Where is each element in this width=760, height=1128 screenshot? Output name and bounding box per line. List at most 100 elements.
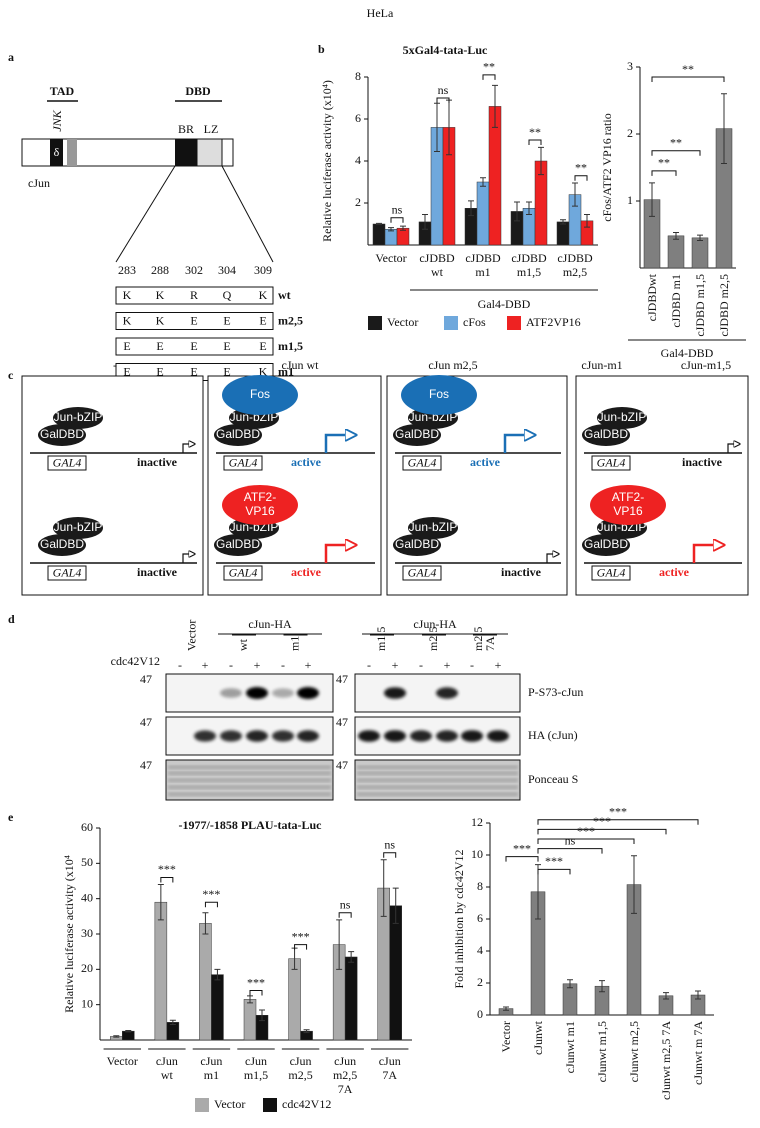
- residue: Q: [223, 288, 232, 302]
- residue: E: [156, 364, 163, 378]
- blot-band: [194, 730, 216, 742]
- residue: E: [156, 339, 163, 353]
- significance-bracket: [505, 856, 539, 862]
- significance-label: ns: [392, 202, 403, 216]
- gal4-label: GAL4: [408, 565, 437, 579]
- x-tick-label: cJun: [245, 1054, 267, 1068]
- galdbd: [582, 534, 630, 556]
- significance-bracket: [294, 944, 308, 950]
- error-bar: [468, 200, 474, 217]
- galdbd: [214, 534, 262, 556]
- x-tick-label: cJDBD: [557, 251, 593, 265]
- fos-label: Fos: [429, 387, 449, 401]
- active-arrow: [324, 435, 356, 453]
- y-tick-label: 10: [81, 996, 93, 1010]
- y-tick-label: 3: [627, 59, 633, 73]
- mutant-label: m2,5: [278, 313, 303, 327]
- x-tick-label: 7A: [382, 1068, 397, 1082]
- y-axis-label: Relative luciferase activity (x10⁴: [62, 855, 76, 1013]
- significance-bracket: [160, 876, 174, 883]
- error-bar: [503, 1006, 509, 1011]
- x-tick-label: m2,5: [333, 1068, 357, 1082]
- group-label: cJun-HA: [413, 617, 457, 631]
- residue: E: [123, 364, 130, 378]
- blot-band: [487, 730, 509, 742]
- error-bar: [492, 84, 498, 128]
- galdbd: [214, 424, 262, 446]
- error-bar: [663, 992, 669, 1000]
- inactive-arrow: [182, 554, 195, 563]
- x-tick-label: cJunwt m2,5 7A: [659, 1021, 673, 1100]
- treatment-sign: +: [254, 658, 261, 672]
- inactive-arrow: [182, 444, 195, 453]
- subdomain-label: LZ: [204, 122, 219, 136]
- residue: E: [190, 313, 197, 327]
- residue: K: [123, 288, 132, 302]
- leucine-zipper: [196, 138, 223, 167]
- jun-bzip: [53, 407, 103, 429]
- significance-bracket: [537, 838, 635, 844]
- residue: E: [123, 339, 130, 353]
- inactive-arrow: [727, 444, 740, 453]
- significance-bracket: [651, 76, 725, 83]
- lane-label: m2,5: [426, 627, 440, 651]
- x-tick-label: m2,5: [563, 265, 587, 279]
- error-bar: [480, 177, 486, 187]
- blot-band: [246, 687, 268, 699]
- x-tick-label: 7A: [338, 1082, 353, 1096]
- error-bar: [400, 225, 406, 231]
- error-bar: [560, 219, 566, 225]
- lane-label: m2,5: [471, 627, 485, 651]
- gal4-label: GAL4: [597, 565, 626, 579]
- y-tick-label: 4: [477, 943, 483, 957]
- significance-label: ns: [384, 837, 395, 851]
- y-tick-label: 50: [81, 855, 93, 869]
- significance-bracket: [338, 912, 352, 918]
- blot-band: [297, 687, 319, 699]
- bar: [476, 181, 490, 246]
- residue: R: [190, 288, 198, 302]
- panel-label: d: [8, 612, 15, 626]
- significance-bracket: [537, 848, 603, 854]
- galdbd: [38, 424, 86, 446]
- marker-label: 47: [140, 758, 152, 772]
- kinase-label: JNK: [50, 109, 64, 131]
- treatment-sign: +: [305, 658, 312, 672]
- bar: [166, 1022, 180, 1041]
- sequence-box: [115, 337, 274, 356]
- mutant-label: m1: [278, 364, 294, 378]
- bar: [154, 901, 168, 1041]
- y-tick-label: 10: [471, 847, 483, 861]
- gal4-site: [223, 455, 263, 471]
- group-label: Gal4-DBD: [661, 346, 714, 360]
- lane-label: m1,5: [374, 627, 388, 651]
- blot-band: [220, 688, 242, 698]
- legend-label: Vector: [214, 1097, 245, 1111]
- position-label: 283: [118, 263, 136, 277]
- ponceau-band: [357, 786, 518, 789]
- y-tick-label: 4: [355, 153, 361, 167]
- domain-box: [67, 139, 77, 166]
- x-tick-label: cJun: [156, 1054, 178, 1068]
- significance-label: **: [682, 62, 694, 76]
- blot-band: [436, 730, 458, 742]
- ponceau-band: [168, 766, 331, 769]
- x-tick-label: Vector: [107, 1054, 138, 1068]
- mutant-label: m1,5: [278, 339, 303, 353]
- ponceau-band: [168, 772, 331, 775]
- status-label: active: [470, 455, 501, 469]
- error-bar: [388, 227, 394, 232]
- ponceau-band: [168, 779, 331, 782]
- error-bar: [376, 222, 382, 226]
- position-label: 304: [218, 263, 236, 277]
- galdbd: [393, 424, 441, 446]
- x-tick-label: cJDBDwt: [645, 273, 659, 321]
- treatment-sign: -: [178, 658, 182, 672]
- ponceau-band: [357, 772, 518, 775]
- error-bar: [567, 979, 573, 989]
- legend-swatch: [444, 316, 458, 330]
- x-tick-label: cJun: [290, 1054, 312, 1068]
- y-tick-label: 2: [355, 195, 361, 209]
- x-tick-label: cJun: [379, 1054, 401, 1068]
- significance-label: ns: [438, 83, 449, 97]
